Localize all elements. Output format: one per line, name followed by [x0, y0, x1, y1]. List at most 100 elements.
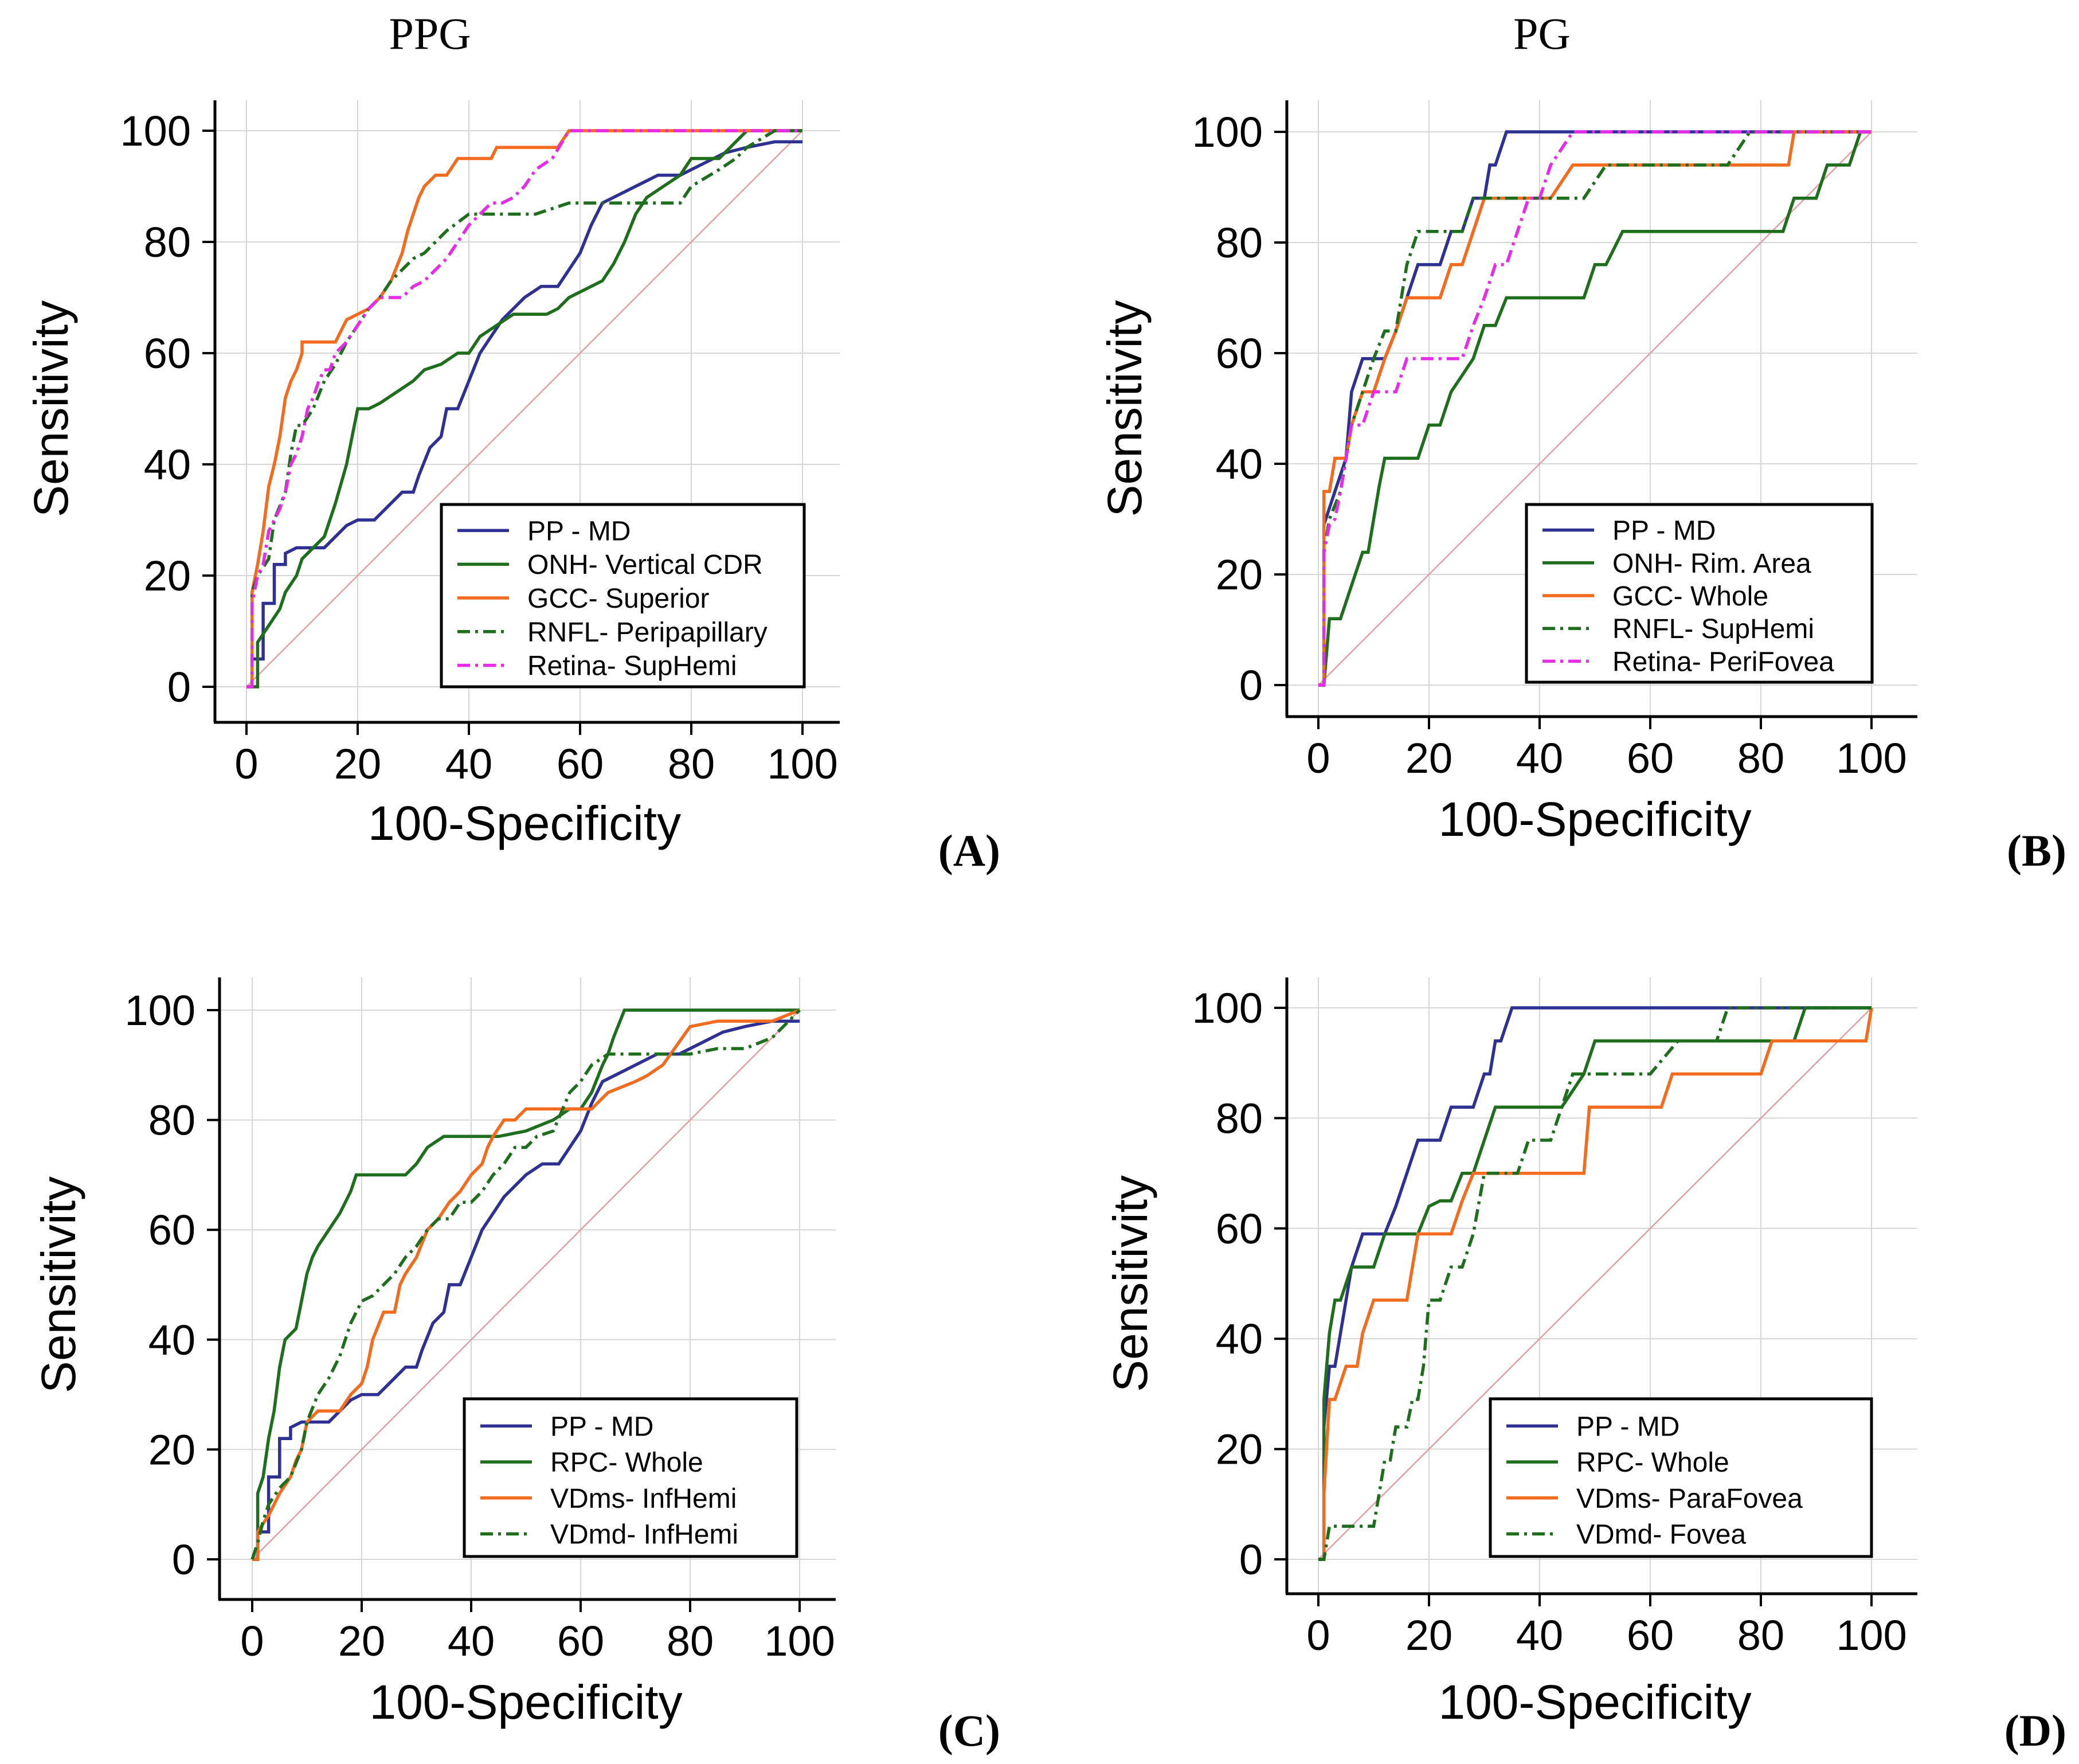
x-tick-label: 0 — [1306, 734, 1330, 782]
legend-label: GCC- Superior — [527, 584, 709, 614]
reference-diagonal — [246, 130, 803, 687]
x-axis-label: 100-Specificity — [368, 796, 681, 850]
legend-box — [1525, 503, 1874, 684]
x-tick-label: 0 — [240, 1617, 264, 1665]
y-tick-label: 20 — [144, 552, 191, 600]
y-tick-label: 60 — [148, 1206, 195, 1254]
y-tick-label: 0 — [1239, 662, 1263, 709]
y-tick-label: 40 — [148, 1316, 195, 1364]
x-tick-label: 40 — [448, 1617, 495, 1665]
legend-label: ONH- Rim. Area — [1612, 549, 1811, 579]
legend: PP - MD RPC- Whole VDms- ParaFovea VDmd- Fo… — [1489, 1397, 1873, 1558]
y-tick-label: 60 — [144, 330, 191, 377]
x-tick-label: 60 — [557, 1617, 604, 1665]
y-tick-label: 80 — [1216, 219, 1263, 267]
y-tick-label: 20 — [148, 1426, 195, 1473]
panel-b: 0 20 40 60 80 100 0 20 40 60 80 100 100-Specificity S… — [1098, 100, 2066, 875]
y-tick-label: 20 — [1216, 1426, 1263, 1473]
x-axis-label: 100-Specificity — [1438, 1675, 1751, 1729]
x-tick-label: 100 — [764, 1617, 835, 1665]
x-tick-label: 20 — [1405, 1612, 1452, 1659]
panel-label: (A) — [938, 826, 1000, 875]
y-tick-label: 20 — [1216, 551, 1263, 599]
x-tick-label: 80 — [668, 740, 715, 788]
legend-label: VDms- ParaFovea — [1576, 1484, 1803, 1514]
legend-label: PP - MD — [550, 1411, 653, 1442]
y-tick-label: 100 — [120, 107, 191, 155]
y-tick-label: 60 — [1216, 330, 1263, 377]
y-tick-label: 0 — [172, 1536, 195, 1583]
roc-curve-5 — [1318, 130, 1872, 687]
roc-curve-5 — [246, 129, 802, 689]
legend-label: GCC- Whole — [1612, 581, 1768, 612]
x-axis-label: 100-Specificity — [369, 1675, 682, 1729]
panel-label: (D) — [2004, 1706, 2066, 1755]
column-title-ppg: PPG — [389, 9, 471, 58]
x-tick-label: 60 — [1627, 734, 1674, 782]
roc-curve-2 — [252, 1008, 800, 1561]
y-tick-label: 0 — [1239, 1536, 1263, 1583]
y-axis-label: Sensitivity — [32, 1176, 85, 1393]
legend-label: RPC- Whole — [550, 1448, 703, 1478]
y-tick-label: 80 — [148, 1097, 195, 1144]
legend-label: ONH- Vertical CDR — [527, 550, 763, 580]
legend-label: VDms- InfHemi — [550, 1484, 737, 1514]
legend-label: PP - MD — [527, 516, 631, 546]
x-tick-label: 20 — [1405, 734, 1452, 782]
legend-label: RNFL- Peripapillary — [527, 617, 768, 648]
y-axis-label: Sensitivity — [1098, 300, 1152, 517]
legend-label: VDmd- Fovea — [1576, 1520, 1746, 1550]
reference-diagonal — [252, 1010, 800, 1560]
reference-diagonal — [1318, 131, 1872, 686]
x-tick-label: 100 — [1836, 734, 1906, 782]
x-axis-label: 100-Specificity — [1438, 792, 1751, 846]
y-tick-label: 100 — [125, 987, 195, 1034]
y-axis-label: Sensitivity — [24, 300, 78, 517]
legend-label: RNFL- SupHemi — [1612, 614, 1814, 644]
x-tick-label: 100 — [767, 740, 837, 788]
legend-label: PP - MD — [1612, 516, 1716, 546]
legend-label: PP - MD — [1576, 1411, 1679, 1442]
roc-curve-1 — [1318, 1006, 1872, 1561]
legend: PP - MD RPC- Whole VDms- InfHemi VDmd- InfH… — [463, 1397, 798, 1558]
panel-label: (B) — [2007, 826, 2066, 875]
legend-label: Retina- PeriFovea — [1612, 647, 1834, 677]
y-tick-label: 80 — [144, 218, 191, 266]
roc-curve-1 — [252, 1019, 800, 1561]
x-tick-label: 40 — [1516, 734, 1563, 782]
y-tick-label: 60 — [1216, 1205, 1263, 1253]
x-tick-label: 80 — [1737, 734, 1784, 782]
x-tick-label: 60 — [557, 740, 604, 788]
roc-curve-2 — [1318, 130, 1872, 687]
panel-c: 0 20 40 60 80 100 0 20 40 60 80 100 100-Specificity S… — [32, 977, 1000, 1755]
y-tick-label: 100 — [1192, 108, 1263, 156]
roc-curve-4 — [250, 1009, 801, 1560]
panel-a: 0 20 40 60 80 100 0 20 40 60 80 100 100-Specificity S… — [24, 100, 1000, 875]
x-tick-label: 80 — [667, 1617, 714, 1665]
y-tick-label: 100 — [1192, 984, 1263, 1032]
legend-label: Retina- SupHemi — [527, 651, 737, 682]
x-tick-label: 80 — [1737, 1612, 1784, 1659]
reference-diagonal — [1318, 1007, 1872, 1560]
x-tick-label: 20 — [338, 1617, 385, 1665]
roc-curve-1 — [246, 140, 802, 689]
x-tick-label: 40 — [1516, 1612, 1563, 1659]
x-tick-label: 40 — [445, 740, 492, 788]
legend: PP - MD ONH- Vertical CDR GCC- SuperiorRNF… — [440, 503, 806, 689]
legend-label: VDmd- InfHemi — [550, 1520, 738, 1550]
panel-label: (C) — [938, 1706, 1000, 1755]
y-tick-label: 40 — [1216, 1315, 1263, 1363]
x-tick-label: 0 — [1306, 1612, 1330, 1659]
panel-d: 0 20 40 60 80 100 0 20 40 60 80 100 100-Specificity S… — [1103, 977, 2066, 1755]
y-tick-label: 80 — [1216, 1094, 1263, 1142]
legend-box — [440, 503, 806, 689]
y-tick-label: 0 — [167, 663, 191, 711]
roc-curve-4 — [1318, 130, 1872, 687]
x-tick-label: 20 — [334, 740, 381, 788]
x-tick-label: 60 — [1627, 1612, 1674, 1659]
roc-curve-4 — [1318, 1006, 1872, 1561]
column-title-pg: PG — [1513, 9, 1571, 58]
y-tick-label: 40 — [1216, 440, 1263, 488]
